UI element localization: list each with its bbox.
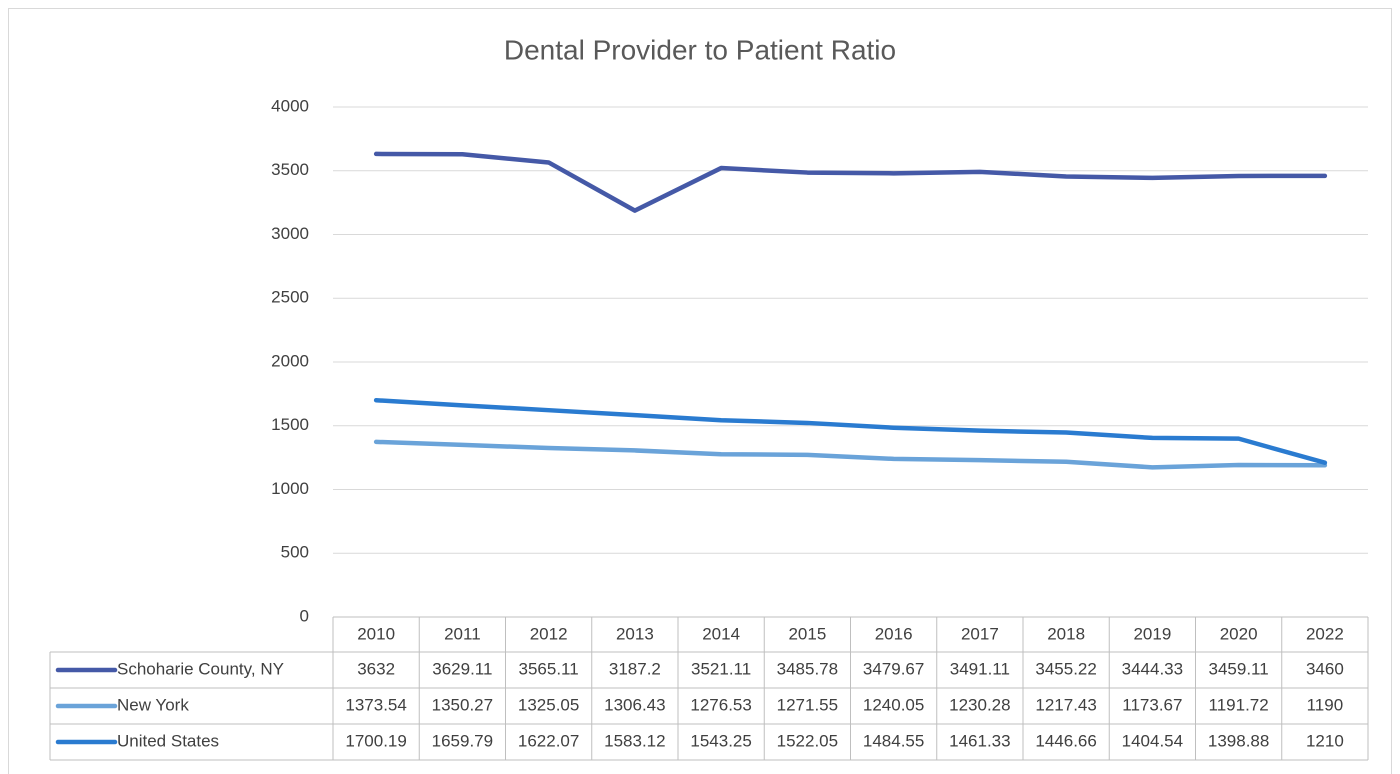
table-value: 1173.67 (1122, 695, 1182, 714)
table-value: 1583.12 (604, 731, 665, 750)
y-tick-label: 2000 (271, 351, 309, 370)
legend-label: New York (117, 695, 189, 714)
table-value: 1659.79 (432, 731, 493, 750)
series-line (373, 151, 1328, 213)
table-value: 1461.33 (949, 731, 1010, 750)
chart-title: Dental Provider to Patient Ratio (504, 34, 896, 65)
x-tick-label: 2020 (1220, 624, 1258, 643)
y-tick-label: 500 (281, 543, 309, 562)
table-value: 1276.53 (690, 695, 751, 714)
table-value: 3187.2 (609, 659, 661, 678)
table-value: 3460 (1306, 659, 1344, 678)
table-value: 1398.88 (1208, 731, 1269, 750)
x-tick-label: 2014 (702, 624, 740, 643)
table-value: 1522.05 (777, 731, 838, 750)
table-value: 1350.27 (432, 695, 493, 714)
table-value: 1543.25 (690, 731, 751, 750)
y-tick-label: 0 (300, 606, 309, 625)
x-tick-label: 2015 (788, 624, 826, 643)
y-tick-label: 3000 (271, 224, 309, 243)
table-value: 3491.11 (950, 659, 1010, 678)
table-value: 1306.43 (604, 695, 665, 714)
table-value: 3479.67 (863, 659, 924, 678)
table-value: 3521.11 (691, 659, 751, 678)
y-tick-label: 3500 (271, 160, 309, 179)
table-value: 1484.55 (863, 731, 924, 750)
legend-label: Schoharie County, NY (117, 659, 284, 678)
table-value: 1446.66 (1035, 731, 1096, 750)
table-value: 1217.43 (1035, 695, 1096, 714)
table-value: 1210 (1306, 731, 1344, 750)
table-value: 1622.07 (518, 731, 579, 750)
table-value: 1404.54 (1122, 731, 1183, 750)
table-value: 3455.22 (1035, 659, 1096, 678)
table-value: 1190 (1307, 695, 1344, 714)
table-value: 1700.19 (345, 731, 406, 750)
x-tick-label: 2019 (1133, 624, 1171, 643)
x-tick-label: 2022 (1306, 624, 1344, 643)
table-value: 3459.11 (1209, 659, 1269, 678)
x-tick-label: 2016 (875, 624, 913, 643)
table-value: 1230.28 (949, 695, 1010, 714)
table-value: 3565.11 (519, 659, 579, 678)
series-line (373, 439, 1328, 470)
chart-border (8, 8, 1392, 774)
x-tick-label: 2012 (530, 624, 568, 643)
x-tick-label: 2017 (961, 624, 999, 643)
table-value: 3632 (357, 659, 395, 678)
y-tick-label: 2500 (271, 288, 309, 307)
table-value: 3629.11 (432, 659, 492, 678)
table-value: 3485.78 (777, 659, 838, 678)
series-line (373, 397, 1328, 465)
table-value: 1240.05 (863, 695, 924, 714)
y-tick-label: 1500 (271, 415, 309, 434)
table-value: 1325.05 (518, 695, 579, 714)
table-value: 1373.54 (345, 695, 406, 714)
x-tick-label: 2010 (357, 624, 395, 643)
x-tick-label: 2011 (444, 624, 481, 643)
legend-label: United States (117, 731, 219, 750)
y-tick-label: 4000 (271, 96, 309, 115)
x-tick-label: 2013 (616, 624, 654, 643)
table-value: 1191.72 (1209, 695, 1269, 714)
y-tick-label: 1000 (271, 479, 309, 498)
table-value: 3444.33 (1122, 659, 1183, 678)
x-tick-label: 2018 (1047, 624, 1085, 643)
table-value: 1271.55 (777, 695, 838, 714)
